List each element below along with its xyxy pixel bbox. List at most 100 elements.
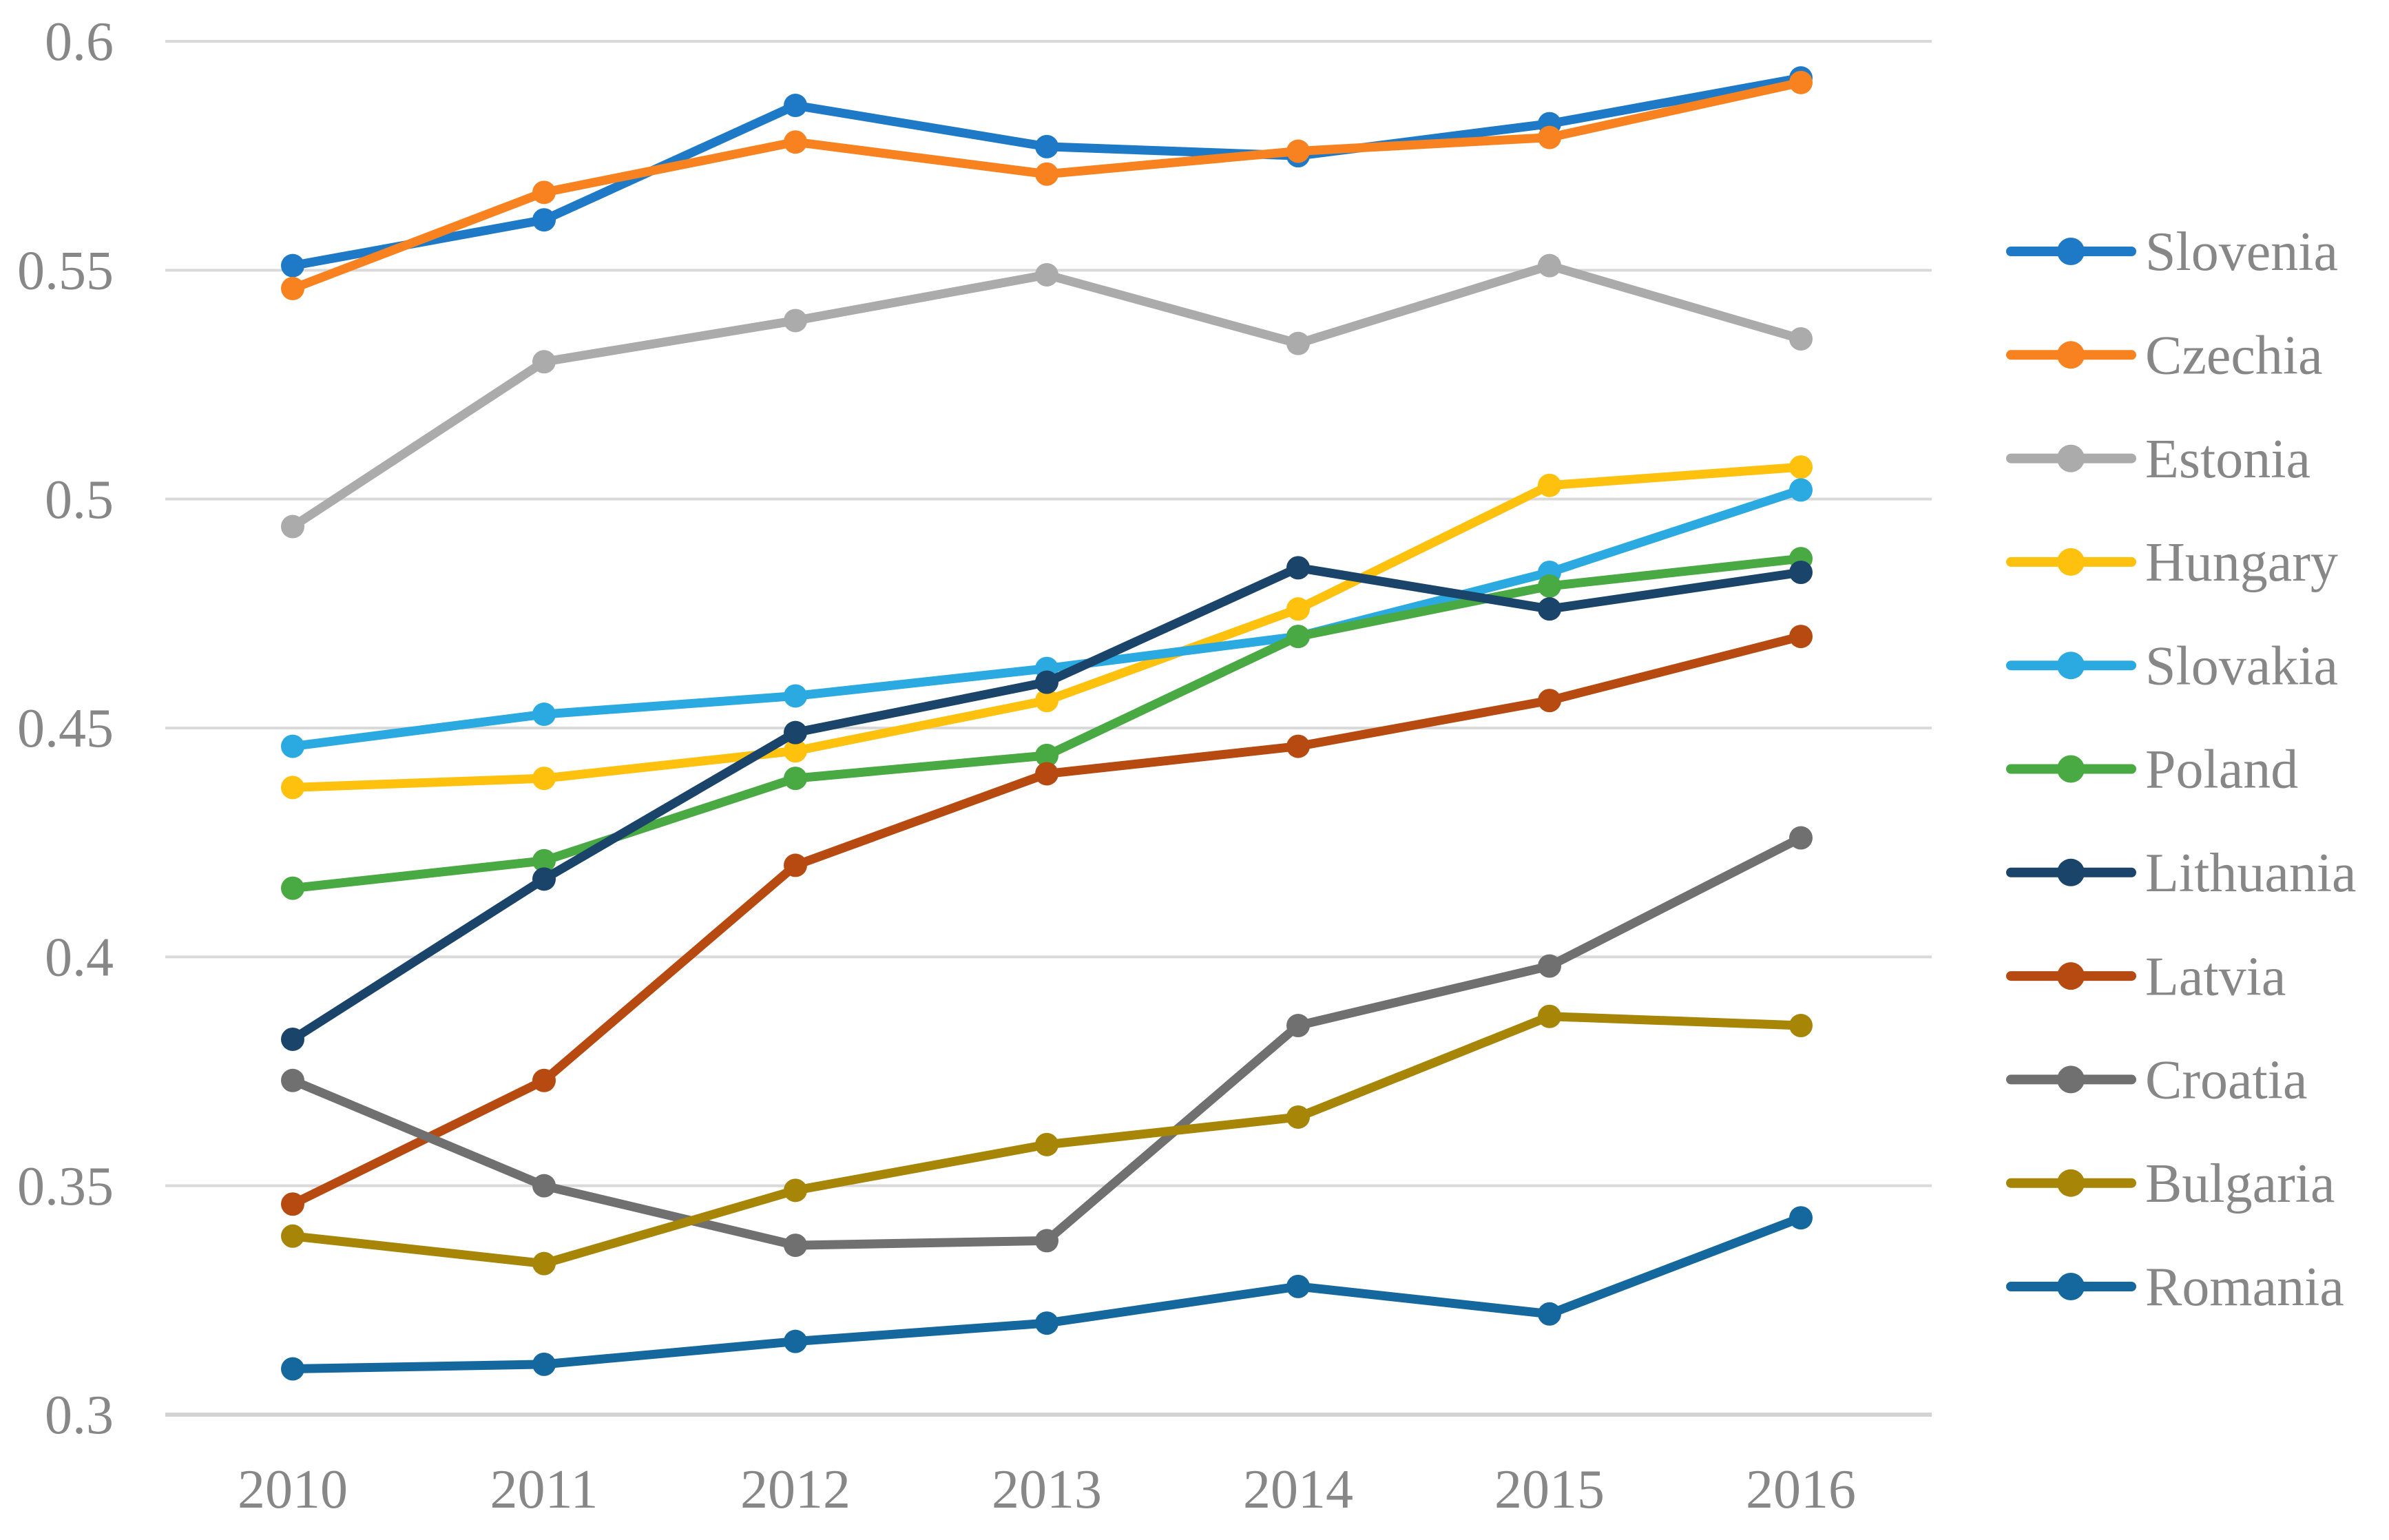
marker-estonia-2010 [281,514,304,539]
y-tick-label-0.35: 0.35 [17,1156,114,1217]
x-axis-labels: 2010 2011 2012 2013 2014 2015 2016 [238,1459,1856,1520]
y-tick-label-0.5: 0.5 [45,470,114,530]
marker-czechia-2015 [1538,125,1561,149]
marker-estonia-2012 [784,309,807,333]
legend-marker-croatia [2057,1065,2085,1094]
legend-item-estonia: Estonia [2006,429,2310,490]
legend-item-hungary: Hungary [2006,532,2338,593]
legend-item-bulgaria: Bulgaria [2006,1154,2335,1214]
legend-label-croatia: Croatia [2145,1050,2307,1111]
marker-estonia-2013 [1035,262,1058,287]
marker-slovenia-2010 [281,253,304,278]
marker-bulgaria-2015 [1538,1004,1561,1028]
series-croatia [281,826,1813,1258]
marker-croatia-2011 [532,1174,556,1198]
marker-romania-2011 [532,1352,556,1376]
marker-latvia-2012 [784,853,807,877]
marker-croatia-2015 [1538,954,1561,978]
legend-marker-slovakia [2057,652,2085,680]
marker-czechia-2012 [784,130,807,154]
legend-marker-romania [2057,1273,2085,1300]
marker-croatia-2012 [784,1234,807,1258]
legend-label-slovenia: Slovenia [2145,222,2338,282]
legend-marker-slovenia [2057,238,2085,265]
legend-marker-poland [2057,755,2085,783]
x-tick-label-2012: 2012 [740,1459,851,1520]
legend-label-bulgaria: Bulgaria [2145,1154,2335,1214]
marker-bulgaria-2013 [1035,1132,1058,1156]
legend-label-poland: Poland [2145,740,2298,800]
marker-latvia-2016 [1789,625,1813,649]
series-bulgaria [281,1004,1813,1276]
marker-romania-2016 [1789,1206,1813,1230]
marker-estonia-2016 [1789,327,1813,351]
x-tick-label-2013: 2013 [992,1459,1102,1520]
series-slovakia [281,478,1813,758]
marker-romania-2013 [1035,1311,1058,1335]
marker-slovakia-2016 [1789,478,1813,502]
series-latvia [281,625,1813,1216]
series-group [281,66,1813,1381]
legend-marker-hungary [2057,548,2085,576]
legend-item-croatia: Croatia [2006,1050,2307,1111]
marker-slovenia-2012 [784,94,807,118]
marker-lithuania-2010 [281,1027,304,1051]
legend-label-slovakia: Slovakia [2145,636,2338,696]
marker-czechia-2014 [1286,139,1310,163]
legend-item-poland: Poland [2006,740,2298,800]
marker-slovakia-2012 [784,684,807,708]
marker-hungary-2011 [532,767,556,791]
series-romania [281,1206,1813,1381]
marker-lithuania-2012 [784,720,807,745]
marker-bulgaria-2010 [281,1224,304,1248]
y-tick-label-0.45: 0.45 [17,698,114,759]
y-tick-label-0.55: 0.55 [17,241,114,302]
marker-romania-2012 [784,1329,807,1353]
marker-hungary-2012 [784,739,807,763]
marker-hungary-2016 [1789,455,1813,479]
legend-label-lithuania: Lithuania [2145,843,2357,904]
legend-label-czechia: Czechia [2145,326,2323,386]
marker-hungary-2015 [1538,473,1561,497]
legend-marker-estonia [2057,444,2085,472]
legend-label-latvia: Latvia [2145,946,2286,1007]
marker-latvia-2011 [532,1068,556,1092]
series-line-lithuania [288,563,1806,1044]
legend-marker-czechia [2057,341,2085,369]
marker-latvia-2013 [1035,762,1058,786]
marker-lithuania-2014 [1286,556,1310,580]
x-tick-label-2014: 2014 [1243,1459,1353,1520]
marker-lithuania-2011 [532,867,556,891]
marker-lithuania-2013 [1035,670,1058,694]
marker-slovenia-2013 [1035,134,1058,158]
y-tick-label-0.6: 0.6 [45,12,114,72]
legend-label-hungary: Hungary [2145,532,2338,593]
legend-marker-latvia [2057,962,2085,990]
x-tick-label-2015: 2015 [1494,1459,1605,1520]
marker-croatia-2014 [1286,1014,1310,1038]
marker-croatia-2016 [1789,826,1813,850]
marker-romania-2015 [1538,1302,1561,1326]
marker-czechia-2011 [532,180,556,205]
marker-estonia-2014 [1286,331,1310,355]
legend-item-latvia: Latvia [2006,946,2286,1007]
x-tick-label-2016: 2016 [1746,1459,1856,1520]
y-axis-labels: 0.6 0.55 0.5 0.45 0.4 0.35 0.3 [17,12,114,1446]
marker-bulgaria-2016 [1789,1014,1813,1038]
marker-romania-2014 [1286,1274,1310,1298]
marker-poland-2011 [532,849,556,873]
marker-slovakia-2011 [532,703,556,727]
marker-hungary-2013 [1035,689,1058,713]
y-tick-label-0.4: 0.4 [45,928,114,988]
legend-marker-bulgaria [2057,1169,2085,1197]
marker-hungary-2010 [281,776,304,800]
legend-item-slovenia: Slovenia [2006,222,2338,282]
marker-poland-2015 [1538,574,1561,598]
marker-hungary-2014 [1286,597,1310,621]
marker-estonia-2011 [532,350,556,374]
marker-slovenia-2011 [532,208,556,232]
marker-croatia-2013 [1035,1229,1058,1253]
series-czechia [281,70,1813,300]
marker-bulgaria-2012 [784,1178,807,1203]
